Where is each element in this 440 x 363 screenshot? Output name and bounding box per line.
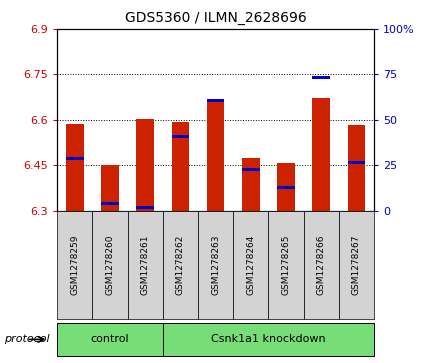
Bar [207, 100, 224, 211]
Bar [277, 163, 295, 211]
Bar [312, 98, 330, 211]
Text: GSM1278265: GSM1278265 [282, 235, 290, 295]
Text: GSM1278262: GSM1278262 [176, 235, 185, 295]
Bar [101, 203, 119, 205]
Bar [348, 125, 365, 211]
Bar [172, 122, 189, 211]
Text: GSM1278264: GSM1278264 [246, 235, 255, 295]
Text: control: control [91, 334, 129, 344]
Text: GSM1278260: GSM1278260 [106, 235, 114, 295]
Text: GSM1278263: GSM1278263 [211, 235, 220, 295]
Bar [312, 76, 330, 79]
Text: GSM1278266: GSM1278266 [317, 235, 326, 295]
Text: GSM1278259: GSM1278259 [70, 235, 79, 295]
Text: protocol: protocol [4, 334, 50, 344]
Text: Csnk1a1 knockdown: Csnk1a1 knockdown [211, 334, 326, 344]
Bar [242, 158, 260, 211]
Bar [66, 125, 84, 211]
Bar [136, 119, 154, 211]
Bar [242, 168, 260, 171]
Bar [136, 206, 154, 209]
Text: GSM1278261: GSM1278261 [141, 235, 150, 295]
Text: GSM1278267: GSM1278267 [352, 235, 361, 295]
Bar [207, 99, 224, 102]
Bar [277, 186, 295, 189]
Title: GDS5360 / ILMN_2628696: GDS5360 / ILMN_2628696 [125, 11, 307, 25]
Bar [66, 157, 84, 160]
Bar [172, 135, 189, 138]
Bar [348, 161, 365, 164]
Bar [101, 164, 119, 211]
